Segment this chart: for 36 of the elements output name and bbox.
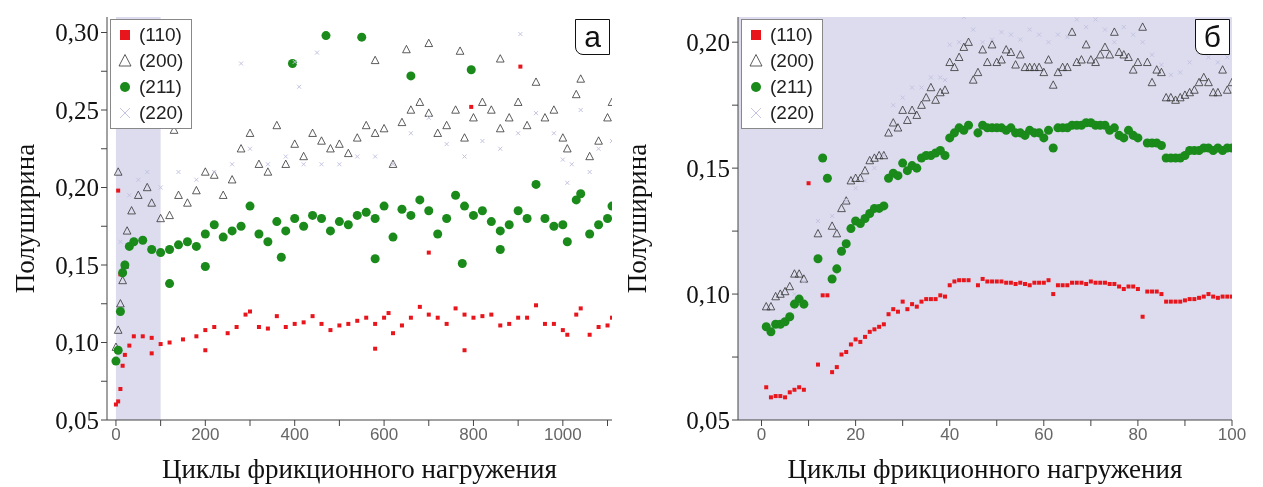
- x-tick-label: 400: [280, 425, 309, 445]
- x-tick-label: 0: [111, 425, 121, 445]
- x-tick-label: 1000: [543, 425, 582, 445]
- y-tick-label: 0,20: [686, 29, 730, 57]
- y-tick-label: 0,25: [55, 96, 99, 124]
- legend-label: (200): [770, 49, 815, 73]
- y-tick-label: 0,10: [686, 280, 730, 308]
- x-tick-label: 40: [940, 425, 960, 445]
- x-tick-label: 100: [1217, 425, 1247, 445]
- y-axis-title: Полуширина: [9, 143, 40, 294]
- x-tick-label: 80: [1128, 425, 1148, 445]
- y-tick-label: 0,05: [55, 406, 99, 434]
- legend-label: (110): [139, 23, 182, 47]
- y-tick-label: 0,05: [686, 406, 730, 434]
- y-tick-label: 0,15: [686, 155, 730, 182]
- legend-label: (211): [770, 75, 813, 99]
- x-tick-label: 0: [756, 425, 767, 445]
- x-axis-title: Циклы фрикционного нагружения: [162, 454, 557, 484]
- y-tick-label: 0,20: [55, 174, 99, 202]
- legend-label: (200): [139, 49, 184, 73]
- legend-label: (220): [139, 101, 184, 125]
- x-tick-label: 600: [369, 425, 399, 445]
- legend-label: (211): [139, 75, 182, 99]
- y-axis-title: Полуширина: [621, 143, 652, 294]
- y-tick-label: 0,30: [55, 19, 99, 47]
- y-tick-label: 0,10: [55, 329, 99, 357]
- x-tick-label: 20: [846, 425, 866, 445]
- annotation: б: [1194, 19, 1230, 55]
- x-tick-label: 200: [191, 425, 220, 445]
- annotation: а: [575, 19, 610, 55]
- x-tick-label: 60: [1034, 425, 1054, 445]
- x-tick-label: 800: [459, 425, 488, 445]
- y-tick-label: 0,15: [55, 251, 99, 279]
- legend-label: (110): [770, 23, 813, 47]
- x-axis-title: Циклы фрикционного нагружения: [787, 454, 1183, 484]
- legend-label: (220): [770, 101, 815, 125]
